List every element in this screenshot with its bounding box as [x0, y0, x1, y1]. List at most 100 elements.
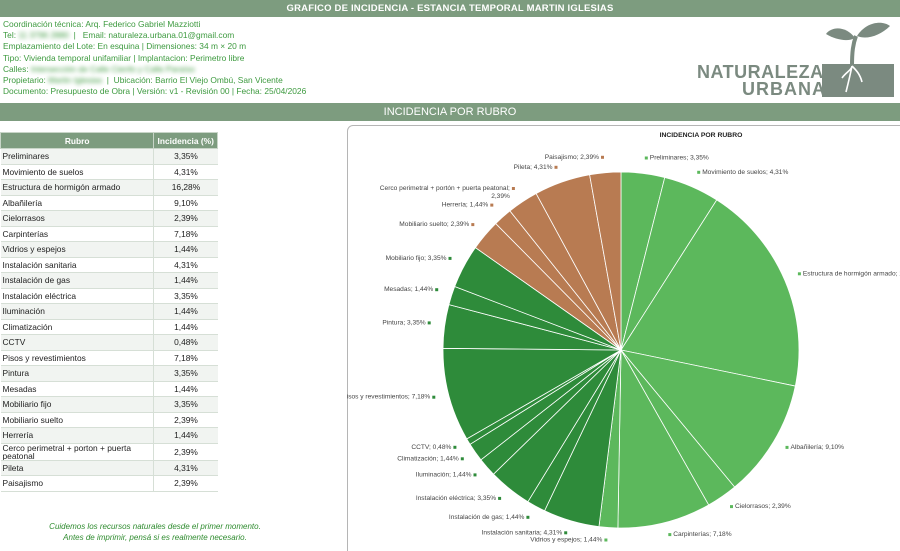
incidencia-cell: 1,44% — [153, 272, 218, 289]
rubro-cell: Pintura — [0, 365, 154, 382]
slice-label: Pisos y revestimientos; 7,18% — [347, 394, 436, 401]
incidencia-cell: 1,44% — [153, 303, 218, 320]
rubro-cell: Instalación de gas — [0, 272, 154, 289]
incidence-table: Rubro Incidencia (%) Preliminares 3,35% Mo… — [0, 132, 218, 492]
rubro-cell: Vidrios y espejos — [0, 241, 154, 258]
rubro-cell: Instalación eléctrica — [0, 288, 154, 304]
brand-logo: NATURALEZA URBANA — [697, 22, 897, 100]
table-row: Instalación eléctrica 3,35% — [0, 288, 218, 304]
rubro-cell: Mobiliario fijo — [0, 396, 154, 413]
incidencia-cell: 4,31% — [153, 164, 218, 180]
rubro-cell: Paisajismo — [0, 475, 154, 492]
legend-key — [644, 156, 648, 160]
slice-label-text: Mobiliario fijo; 3,35% — [386, 255, 447, 262]
table-row: Preliminares 3,35% — [0, 148, 218, 165]
legend-key — [564, 531, 568, 535]
project-info: Coordinación técnica: Arq. Federico Gabr… — [3, 19, 603, 97]
legend-key — [435, 288, 439, 292]
rubro-cell: Pisos y revestimientos — [0, 350, 154, 366]
legend-key — [730, 505, 733, 509]
table-row: Pileta 4,31% — [0, 460, 218, 476]
rubro-cell: Instalación sanitaria — [0, 257, 154, 273]
footer-line-2: Antes de imprimir, pensá si es realmente… — [63, 533, 247, 542]
rubro-cell: Movimiento de suelos — [0, 164, 154, 180]
slice-label: Carpinterías; 7,18% — [668, 531, 732, 538]
table-row: Paisajismo 2,39% — [0, 475, 218, 492]
tel-label: Tel: — [3, 30, 17, 41]
footer-message: Cuidemos los recursos naturales desde el… — [0, 521, 310, 543]
info-documento: Documento: Presupuesto de Obra | Versión… — [3, 86, 307, 97]
logo-word-2: URBANA — [742, 79, 826, 99]
table-row: Mesadas 1,44% — [0, 381, 218, 397]
table-row: Cerco perimetral + porton + puerta peato… — [0, 443, 218, 461]
slice-label-text: Mobiliario suelto; 2,39% — [399, 221, 469, 228]
rubro-cell: Mesadas — [0, 381, 154, 397]
slice-label: Climatización; 1,44% — [397, 455, 464, 462]
rubro-cell: Climatización — [0, 319, 154, 335]
slice-label-text: Iluminación; 1,44% — [416, 471, 472, 478]
slice-label-text: Movimiento de suelos; 4,31% — [702, 169, 788, 176]
chart-title: INCIDENCIA POR RUBRO — [660, 132, 743, 139]
table-row: Iluminación 1,44% — [0, 303, 218, 320]
table-header-row: Rubro Incidencia (%) — [0, 132, 218, 149]
info-emplazamiento: Emplazamiento del Lote: En esquina | Dim… — [3, 41, 247, 52]
section-title-bar: INCIDENCIA POR RUBRO — [0, 103, 900, 121]
rubro-cell: Albañilería — [0, 195, 154, 211]
legend-key — [668, 533, 672, 537]
incidencia-cell: 0,48% — [153, 334, 218, 351]
slice-label-text: Albañilería; 9,10% — [791, 444, 845, 451]
incidencia-cell: 9,10% — [153, 195, 218, 211]
legend-key — [498, 496, 502, 500]
pie-slice — [442, 347, 623, 440]
slice-label: Estructura de hormigón armado; 16,28% — [797, 270, 900, 277]
info-tipo: Tipo: Vivienda temporal unifamiliar | Im… — [3, 52, 245, 63]
document-title-bar: GRAFICO DE INCIDENCIA - ESTANCIA TEMPORA… — [0, 0, 900, 17]
legend-key — [453, 445, 457, 449]
info-calles: Calles: Intersección de Calle Cienfo y C… — [3, 64, 603, 75]
table-row: Vidrios y espejos 1,44% — [0, 241, 218, 258]
slice-label: Cielorrasos; 2,39% — [730, 503, 791, 510]
legend-key — [511, 187, 515, 190]
slice-label: Cerco perimetral + portón + puerta peato… — [380, 185, 515, 200]
slice-label-text: Instalación de gas; 1,44% — [449, 514, 525, 521]
incidencia-cell: 2,39% — [153, 443, 218, 461]
legend-key — [604, 538, 608, 542]
info-coordinacion: Coordinación técnica: Arq. Federico Gabr… — [3, 19, 201, 29]
legend-key — [554, 165, 558, 169]
slice-label: CCTV; 0,48% — [411, 444, 457, 451]
slice-label: Instalación eléctrica; 3,35% — [416, 495, 502, 502]
slice-label-text: Herrería; 1,44% — [442, 202, 489, 209]
legend-key — [490, 203, 494, 207]
slice-label: Mobiliario suelto; 2,39% — [399, 221, 475, 228]
incidencia-cell: 2,39% — [153, 412, 218, 428]
section-title: INCIDENCIA POR RUBRO — [383, 106, 517, 118]
table-row: Pisos y revestimientos 7,18% — [0, 350, 218, 366]
legend-key — [460, 457, 464, 461]
slice-label: Instalación sanitaria; 4,31% — [482, 529, 568, 536]
legend-key — [432, 395, 436, 399]
column-header-incidencia: Incidencia (%) — [153, 132, 218, 149]
slice-label: Paisajismo; 2,39% — [545, 154, 604, 161]
logo-word-1: NATURALEZA — [697, 62, 824, 82]
rubro-cell: Mobiliario suelto — [0, 412, 154, 428]
legend-key — [785, 445, 789, 449]
footer-line-1: Cuidemos los recursos naturales desde el… — [49, 522, 261, 531]
slice-label: Pintura; 3,35% — [382, 319, 431, 326]
incidencia-cell: 1,44% — [153, 241, 218, 258]
slice-label-text: Instalación eléctrica; 3,35% — [416, 495, 496, 502]
slice-label-text: Mesadas; 1,44% — [384, 286, 433, 293]
rubro-cell: Cerco perimetral + porton + puerta peato… — [0, 443, 154, 461]
table-row: Mobiliario fijo 3,35% — [0, 396, 218, 413]
legend-key — [471, 223, 475, 227]
slice-label-text: Vidrios y espejos; 1,44% — [530, 537, 602, 544]
legend-key — [697, 170, 701, 174]
slice-label: Vidrios y espejos; 1,44% — [530, 537, 608, 544]
info-contact: Tel: 11 3796 2880 | Email: naturaleza.ur… — [3, 30, 235, 41]
table-row: Instalación de gas 1,44% — [0, 272, 218, 289]
propietario-value: Martin Iglesias — [48, 75, 103, 86]
slice-label: Movimiento de suelos; 4,31% — [697, 169, 788, 176]
table-row: Herrería 1,44% — [0, 427, 218, 444]
incidencia-cell: 2,39% — [153, 475, 218, 492]
legend-key — [448, 256, 452, 260]
slice-label-text: Cielorrasos; 2,39% — [735, 503, 791, 510]
